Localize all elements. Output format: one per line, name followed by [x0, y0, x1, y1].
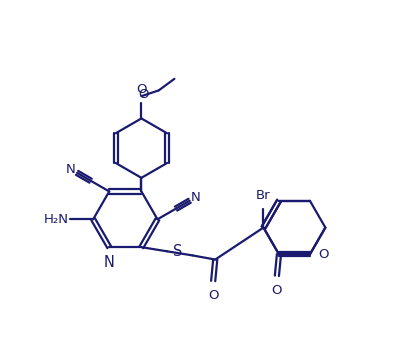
Text: N: N — [104, 254, 115, 270]
Text: N: N — [191, 190, 201, 203]
Text: Br: Br — [256, 189, 271, 202]
Text: O: O — [138, 88, 149, 101]
Text: O: O — [208, 289, 218, 302]
Text: O: O — [136, 83, 147, 96]
Text: O: O — [272, 284, 282, 297]
Text: S: S — [173, 244, 182, 259]
Text: O: O — [318, 248, 329, 261]
Text: H₂N: H₂N — [43, 213, 68, 226]
Text: N: N — [66, 163, 75, 176]
